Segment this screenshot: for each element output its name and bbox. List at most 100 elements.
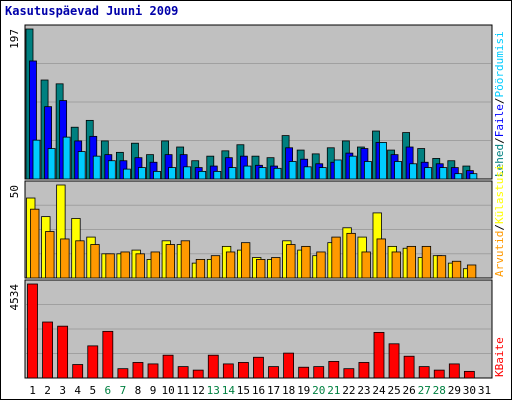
bar-arvutid-day-28 xyxy=(436,255,447,279)
bar-arvutid-day-6 xyxy=(105,253,115,279)
bar-arvutid-day-18 xyxy=(286,244,296,279)
bar-arvutid-day-12 xyxy=(195,258,206,279)
x-tick-day-28: 28 xyxy=(433,384,446,397)
bar-kbytes-day-16 xyxy=(253,356,264,379)
bar-arvutid-day-29 xyxy=(451,260,462,279)
bar-pöördumisi-day-26 xyxy=(409,163,418,180)
bar-arvutid-day-13 xyxy=(210,255,221,279)
bar-arvutid-day-25 xyxy=(391,251,401,279)
bar-pöördumisi-day-24 xyxy=(379,142,387,180)
bar-pöördumisi-day-6 xyxy=(107,160,116,180)
bar-pöördumisi-day-12 xyxy=(198,170,207,180)
legend-top-panel-part: / xyxy=(493,137,506,144)
legend-middle-panel: Arvutid/Külastusi xyxy=(493,164,506,277)
x-tick-day-3: 3 xyxy=(59,384,66,397)
panel-2-ymax-label: 50 xyxy=(8,185,21,198)
bar-pöördumisi-day-13 xyxy=(213,170,222,180)
bar-kbytes-day-19 xyxy=(298,366,310,379)
bar-pöördumisi-day-15 xyxy=(243,165,252,180)
x-tick-day-21: 21 xyxy=(327,384,340,397)
bar-kbytes-day-10 xyxy=(162,354,174,379)
bar-arvutid-day-1 xyxy=(30,208,40,279)
bar-arvutid-day-10 xyxy=(165,244,175,279)
bar-pöördumisi-day-29 xyxy=(454,173,463,180)
bar-pöördumisi-day-27 xyxy=(424,167,433,180)
x-tick-day-2: 2 xyxy=(44,384,51,397)
legend-top-panel-part: / xyxy=(493,98,506,105)
bar-kbytes-day-21 xyxy=(328,361,340,379)
bar-kbytes-day-22 xyxy=(343,368,355,379)
legend-bottom-panel-part: KBaite xyxy=(493,337,506,377)
bar-pöördumisi-day-14 xyxy=(228,167,237,180)
x-tick-day-10: 10 xyxy=(161,384,174,397)
legend-middle-panel-part: / xyxy=(493,224,506,231)
x-tick-day-25: 25 xyxy=(387,384,400,397)
bar-pöördumisi-day-19 xyxy=(303,166,312,180)
bar-kbytes-day-26 xyxy=(403,355,415,379)
legend-middle-panel-part: Arvutid xyxy=(493,231,506,277)
x-tick-day-29: 29 xyxy=(448,384,461,397)
x-tick-day-27: 27 xyxy=(418,384,431,397)
bar-pöördumisi-day-7 xyxy=(122,168,131,180)
bar-arvutid-day-7 xyxy=(120,251,130,279)
bar-pöördumisi-day-3 xyxy=(62,136,71,180)
bar-arvutid-day-20 xyxy=(316,251,326,279)
legend-middle-panel-part: Külastusi xyxy=(493,164,506,224)
bar-kbytes-day-29 xyxy=(448,363,460,379)
bar-kbytes-day-1 xyxy=(27,283,38,379)
x-tick-day-15: 15 xyxy=(237,384,250,397)
bar-pöördumisi-day-23 xyxy=(364,161,372,180)
x-tick-day-26: 26 xyxy=(403,384,416,397)
x-tick-day-14: 14 xyxy=(222,384,236,397)
bar-arvutid-day-8 xyxy=(135,253,145,279)
x-tick-day-11: 11 xyxy=(177,384,190,397)
bar-arvutid-day-24 xyxy=(376,238,386,279)
x-tick-day-12: 12 xyxy=(192,384,205,397)
bar-arvutid-day-3 xyxy=(60,238,70,279)
x-tick-day-13: 13 xyxy=(207,384,220,397)
bar-kbytes-day-14 xyxy=(222,363,234,379)
x-tick-day-18: 18 xyxy=(282,384,295,397)
x-tick-day-5: 5 xyxy=(89,384,96,397)
bar-kbytes-day-28 xyxy=(433,369,445,379)
x-tick-day-8: 8 xyxy=(135,384,142,397)
bar-pöördumisi-day-28 xyxy=(439,167,448,180)
bar-arvutid-day-27 xyxy=(421,245,432,279)
x-tick-day-24: 24 xyxy=(372,384,386,397)
bar-arvutid-day-30 xyxy=(466,264,477,279)
bar-kbytes-day-2 xyxy=(42,321,53,379)
bar-kbytes-day-30 xyxy=(463,370,475,379)
bar-pöördumisi-day-17 xyxy=(273,167,282,180)
bar-arvutid-day-5 xyxy=(90,244,100,279)
x-tick-day-19: 19 xyxy=(297,384,310,397)
bar-pöördumisi-day-2 xyxy=(47,148,56,180)
bar-pöördumisi-day-8 xyxy=(138,167,146,180)
legend-top-panel: Lehed/Faile/Pöördumisi xyxy=(493,31,506,177)
bar-pöördumisi-day-30 xyxy=(469,173,478,180)
bar-kbytes-day-4 xyxy=(72,364,84,379)
bar-kbytes-day-6 xyxy=(102,330,114,379)
bar-kbytes-day-13 xyxy=(207,354,219,379)
bar-kbytes-day-8 xyxy=(132,362,144,379)
x-tick-day-7: 7 xyxy=(120,384,127,397)
bar-kbytes-day-20 xyxy=(313,366,325,379)
legend-top-panel-part: Pöördumisi xyxy=(493,31,506,97)
x-tick-day-9: 9 xyxy=(150,384,157,397)
panel-3-ymax-label: 4534 xyxy=(8,284,21,311)
bar-arvutid-day-23 xyxy=(361,251,371,279)
bar-arvutid-day-14 xyxy=(225,251,236,279)
bar-kbytes-day-3 xyxy=(57,325,69,379)
x-tick-day-31: 31 xyxy=(478,384,491,397)
bar-kbytes-day-24 xyxy=(373,331,385,379)
bar-kbytes-day-12 xyxy=(192,369,204,379)
x-tick-day-20: 20 xyxy=(312,384,325,397)
page-title: Kasutuspäevad Juuni 2009 xyxy=(5,4,179,18)
legend-bottom-panel: KBaite xyxy=(493,337,506,377)
bar-pöördumisi-day-16 xyxy=(258,167,267,180)
bar-arvutid-day-2 xyxy=(45,231,55,279)
bar-kbytes-day-9 xyxy=(147,363,159,379)
bar-arvutid-day-11 xyxy=(180,240,191,279)
bar-kbytes-day-23 xyxy=(358,362,370,379)
